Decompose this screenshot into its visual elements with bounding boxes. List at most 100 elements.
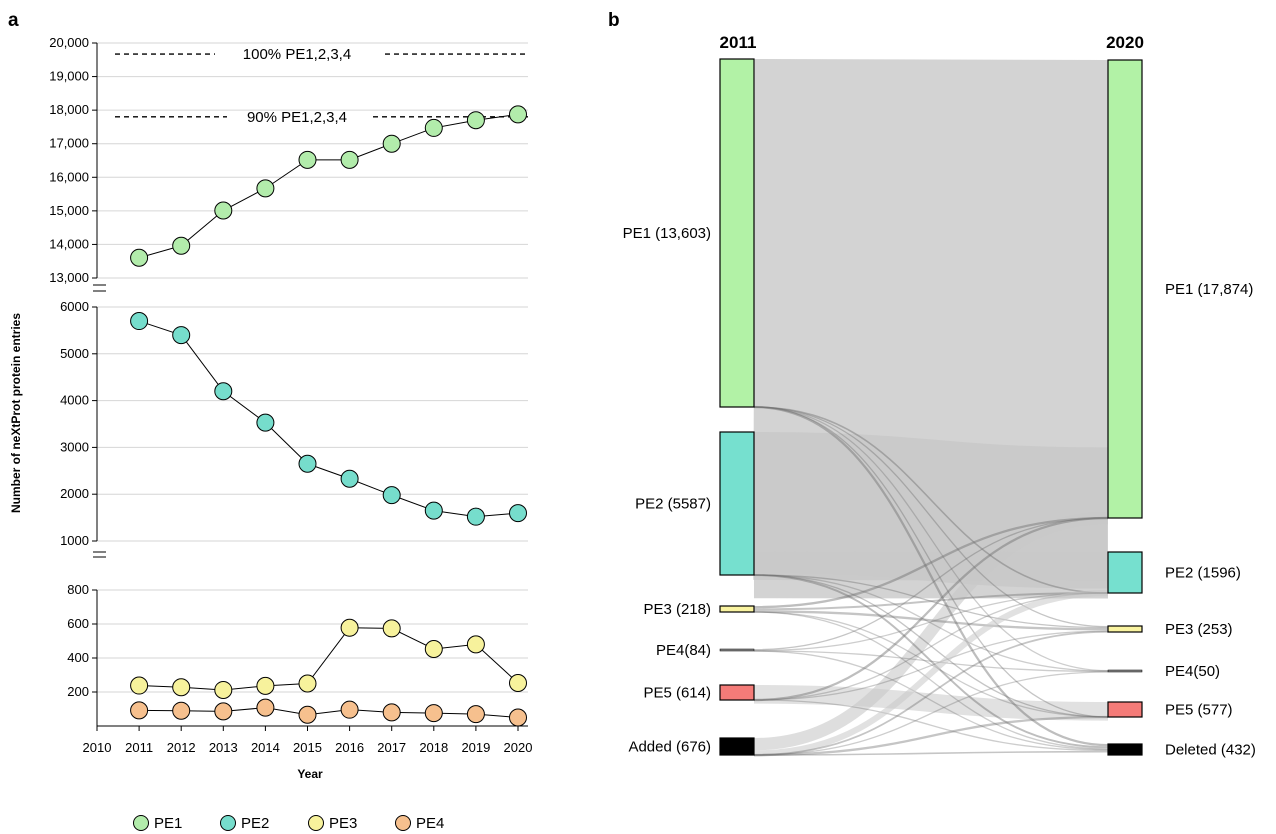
sankey-label-2011: PE5 (614)	[643, 685, 711, 702]
data-point-pe4	[466, 705, 485, 724]
sankey-link	[753, 58, 1109, 581]
sankey-node-2011-pe4	[719, 648, 755, 652]
sankey-label-2020: PE4(50)	[1165, 663, 1220, 680]
data-point-pe1	[130, 248, 149, 267]
data-point-pe4	[424, 704, 443, 723]
x-tick-label: 2016	[335, 740, 364, 755]
data-point-pe3	[130, 676, 149, 695]
sankey-link	[753, 650, 1109, 673]
legend-marker-pe2	[220, 815, 236, 831]
y-tick-label: 600	[67, 616, 89, 631]
data-point-pe2	[424, 501, 443, 520]
y-tick-label: 18,000	[49, 102, 89, 117]
sankey-link	[753, 432, 1109, 589]
gridlines	[97, 42, 528, 693]
x-axis-title: Year	[297, 767, 323, 781]
y-tick-label: 5000	[60, 346, 89, 361]
series-line-pe2	[138, 320, 519, 518]
data-point-pe3	[214, 680, 233, 699]
sankey-link	[753, 517, 1109, 651]
legend-marker-pe1	[133, 815, 149, 831]
sankey-node-2020-pe4	[1107, 669, 1143, 673]
series-layer	[130, 105, 527, 727]
data-point-pe2	[256, 413, 275, 432]
y-tick-label: 19,000	[49, 69, 89, 84]
reference-line-label: 100% PE1,2,3,4	[243, 46, 351, 63]
sankey-label-2011: PE2 (5587)	[635, 496, 711, 513]
x-tick-label: 2014	[251, 740, 280, 755]
sankey-link	[753, 699, 1109, 752]
sankey-label-2011: PE4(84)	[656, 642, 711, 659]
y-axis-title: Number of neXtProt protein entries	[9, 313, 23, 513]
y-tick-label: 14,000	[49, 236, 89, 251]
y-tick-label: 20,000	[49, 35, 89, 50]
y-tick-label: 15,000	[49, 203, 89, 218]
data-point-pe2	[340, 469, 359, 488]
data-point-pe4	[298, 705, 317, 724]
sankey-label-2020: PE1 (17,874)	[1165, 281, 1253, 298]
sankey-link	[753, 611, 1109, 750]
data-point-pe1	[172, 236, 191, 255]
data-point-pe2	[172, 326, 191, 345]
panel-label-a: a	[8, 10, 19, 31]
sankey-link	[753, 574, 1109, 629]
y-tick-label: 13,000	[49, 270, 89, 285]
sankey-link	[753, 715, 1109, 757]
data-point-pe2	[298, 454, 317, 473]
data-point-pe4	[509, 708, 527, 727]
sankey-node-2020-pe3	[1107, 625, 1143, 633]
data-point-pe4	[256, 698, 275, 717]
sankey-node-2011-pe3	[719, 605, 755, 613]
data-point-pe2	[382, 486, 401, 505]
sankey-link	[753, 516, 1109, 609]
sankey-node-2020-pe1	[1107, 59, 1143, 519]
data-point-pe1	[298, 150, 317, 169]
line-chart-panel: 100% PE1,2,3,4 90% PE1,2,3,4 13,000 14,000…	[9, 35, 532, 832]
y-tick-label: 6000	[60, 299, 89, 314]
sankey-link	[753, 574, 1109, 672]
x-tick-label: 2012	[167, 740, 196, 755]
sankey-link	[753, 574, 1109, 718]
reference-line-label: 90% PE1,2,3,4	[247, 109, 347, 126]
sankey-node-2011-added	[719, 737, 755, 756]
sankey-link	[753, 671, 1109, 756]
series-line-pe3	[139, 627, 519, 691]
sankey-link	[753, 592, 1109, 652]
x-tick-label: 2019	[461, 740, 490, 755]
panel-label-b: b	[608, 10, 620, 31]
data-point-pe1	[466, 111, 485, 130]
sankey-node-2020-deleted	[1107, 743, 1143, 756]
sankey-label-2011: Added (676)	[628, 739, 711, 756]
sankey-link	[753, 630, 1109, 701]
sankey-link	[753, 406, 1109, 594]
x-tick-label: 2011	[125, 740, 153, 755]
sankey-label-2020: PE3 (253)	[1165, 621, 1233, 638]
data-point-pe4	[382, 703, 401, 722]
sankey-link	[753, 610, 1109, 631]
data-point-pe4	[172, 701, 191, 720]
sankey-right-title: 2020	[1106, 33, 1144, 52]
sankey-link	[753, 750, 1109, 756]
sankey-label-2011: PE3 (218)	[643, 601, 711, 618]
sankey-link	[753, 406, 1109, 672]
sankey-link	[753, 611, 1109, 718]
data-point-pe3	[256, 676, 275, 695]
data-point-pe1	[424, 118, 443, 137]
y-tick-label: 3000	[60, 439, 89, 454]
sankey-link	[753, 684, 1109, 721]
sankey-link	[753, 516, 1109, 702]
data-point-pe1	[256, 179, 275, 198]
data-point-pe3	[298, 674, 317, 693]
sankey-panel: PE1 (13,603) PE2 (5587) PE3 (218) PE4(84) PE…	[623, 33, 1256, 759]
legend-marker-pe4	[395, 815, 411, 831]
x-tick-label: 2017	[377, 740, 406, 755]
data-point-pe4	[214, 702, 233, 721]
data-point-pe1	[214, 201, 233, 220]
data-point-pe1	[340, 150, 359, 169]
y-tick-label: 4000	[60, 393, 89, 408]
legend-marker-pe3	[308, 815, 324, 831]
legend-label: PE3	[329, 815, 357, 832]
legend-label: PE1	[154, 815, 182, 832]
series-line-pe1	[138, 113, 519, 259]
